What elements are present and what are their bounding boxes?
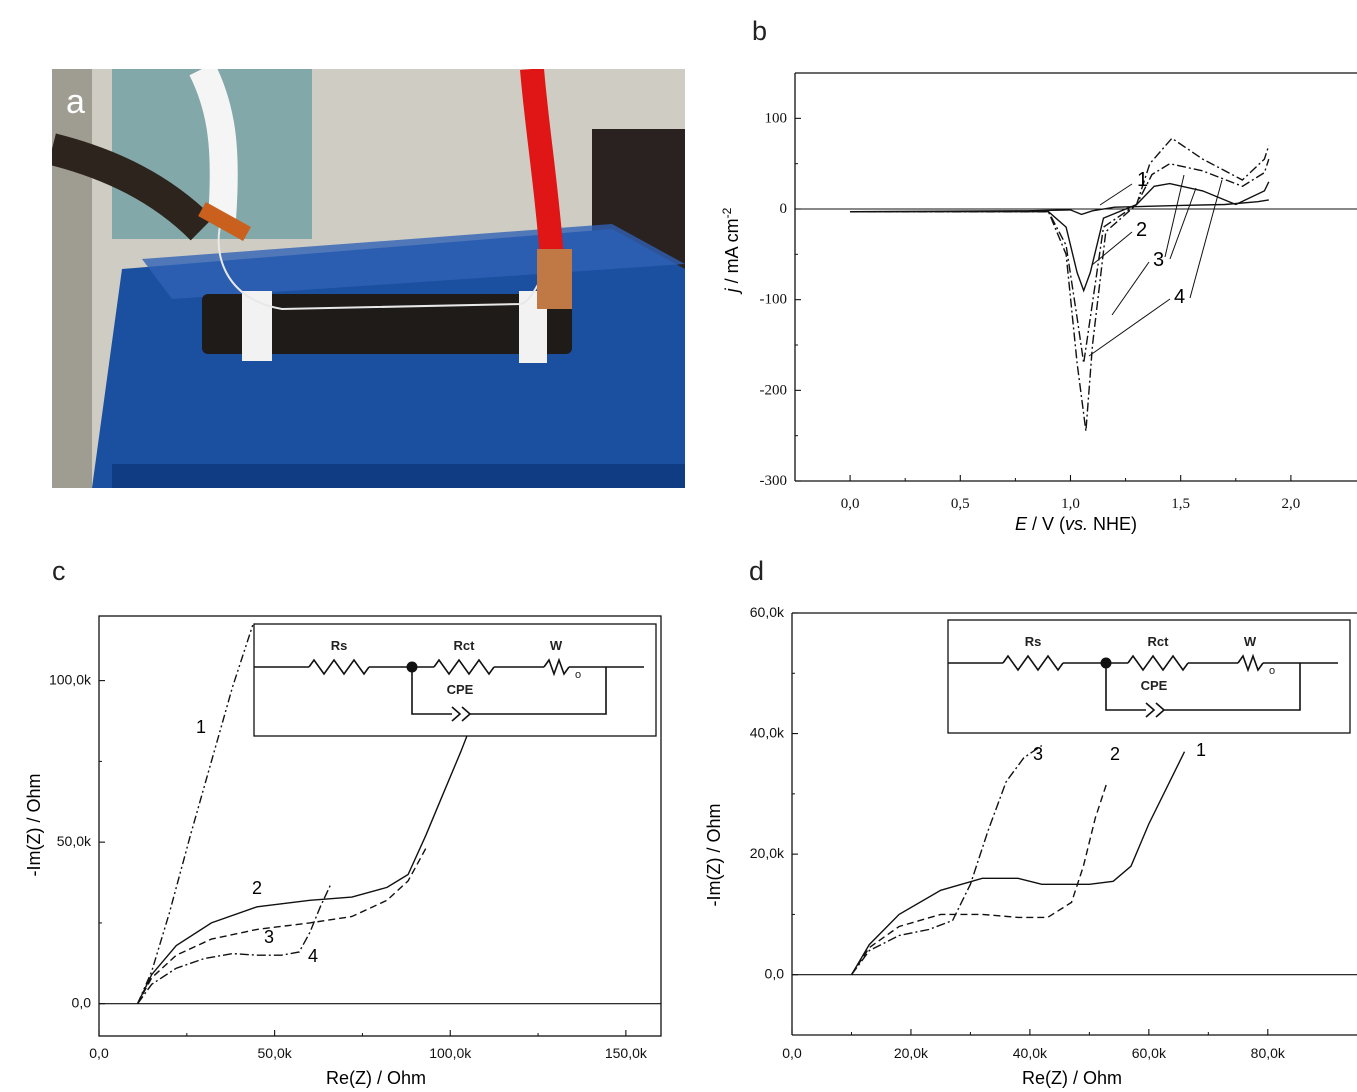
x-axis-label: Re(Z) / Ohm <box>1022 1068 1122 1088</box>
series-3-line <box>850 158 1270 364</box>
panel-letter-b: b <box>752 16 768 46</box>
inset-label-cpe: CPE <box>1141 678 1168 693</box>
wire <box>1164 663 1301 711</box>
wire <box>411 667 452 715</box>
annotation-2: 2 <box>252 878 262 898</box>
wire <box>1105 663 1146 711</box>
y-axis-label: -Im(Z) / Ohm <box>24 774 44 877</box>
series-4-line <box>850 137 1270 432</box>
y-tick-label: -200 <box>760 382 788 398</box>
chart-d: 0,0 20,0k 40,0k 60,0k 80,0k 0,0 20,0k 40,0k 60,0… <box>704 604 1357 1088</box>
series-2-line <box>850 781 1108 976</box>
series-2-line <box>136 706 480 1005</box>
plot-frame <box>98 615 662 1037</box>
series-3-line <box>850 745 1043 976</box>
inset-label-rct: Rct <box>454 638 476 653</box>
annotation-2: 2 <box>1136 219 1147 241</box>
y-axis-label: j / mA cm-2 <box>720 207 742 295</box>
inset-label-w-subscript: o <box>575 669 581 681</box>
x-tick-label: 80,0k <box>1251 1045 1286 1061</box>
annotation-3: 3 <box>264 927 274 947</box>
series-1-line <box>850 199 1269 216</box>
series-4-line <box>137 883 332 1005</box>
photo-electrode-setup: a <box>52 69 685 488</box>
x-tick-label: 0,0 <box>782 1045 802 1061</box>
resistor-rs-symbol <box>308 658 370 676</box>
y-tick-label: 40,0k <box>750 725 785 741</box>
chart-c: 0,0 50,0k 100,0k 150,0k0,050,0k100,0kRe(Z) … <box>24 615 662 1088</box>
x-tick-label: 60,0k <box>1132 1045 1167 1061</box>
equivalent-circuit-inset: Rs Rct W CPE o <box>253 623 657 737</box>
resistor-rct-symbol <box>1127 654 1189 672</box>
y-axis-label: -Im(Z) / Ohm <box>704 804 724 907</box>
inset-label-rs: Rs <box>331 638 348 653</box>
resistor-rs-symbol <box>1002 654 1064 672</box>
x-tick-label: 50,0k <box>258 1045 293 1061</box>
x-tick-label: 2,0 <box>1282 496 1301 512</box>
annotation-leader-extra <box>1164 174 1185 258</box>
panel-letter-c: c <box>52 556 66 586</box>
y-tick-label: 100 <box>765 110 788 126</box>
annotation-leader-extra <box>1189 179 1223 299</box>
x-axis-label: E / V (vs. NHE) <box>1015 514 1137 534</box>
inset-label-rct: Rct <box>1148 634 1170 649</box>
x-axis-label: Re(Z) / Ohm <box>326 1068 426 1088</box>
warburg-symbol <box>1237 653 1264 673</box>
panel-letter-d: d <box>749 556 765 586</box>
y-tick-label: 0,0 <box>765 966 785 982</box>
annotation-leader-extra <box>1169 187 1197 260</box>
x-tick-label: 0,5 <box>951 496 970 512</box>
warburg-symbol <box>543 657 570 677</box>
y-tick-label: 50,0k <box>57 833 92 849</box>
annotation-leader-3 <box>1111 261 1150 316</box>
y-tick-label: 60,0k <box>750 604 785 620</box>
series-3-line <box>136 848 427 1005</box>
x-tick-label: 1,5 <box>1171 496 1190 512</box>
y-tick-label: -100 <box>760 292 788 308</box>
inset-label-w-subscript: o <box>1269 665 1275 677</box>
x-tick-label: 40,0k <box>1013 1045 1048 1061</box>
annotation-1: 1 <box>1196 740 1206 760</box>
series-2-line <box>850 181 1270 293</box>
y-tick-label: -300 <box>760 473 788 489</box>
annotation-4: 4 <box>308 946 318 966</box>
x-tick-label: 20,0k <box>894 1045 929 1061</box>
inset-label-w: W <box>1244 634 1257 649</box>
y-tick-label: 0 <box>780 201 788 217</box>
y-tick-label: 100,0k <box>49 672 92 688</box>
y-tick-label: 20,0k <box>750 845 785 861</box>
series-1-line <box>136 622 255 1004</box>
annotation-leader-2 <box>1091 231 1133 266</box>
chart-b: 0,0 0,5 1,0 1,5 2,0 -300 -200 -100 0 100 E / V (vs… <box>720 72 1357 534</box>
x-tick-label: 1,0 <box>1061 496 1080 512</box>
x-tick-label: 100,0k <box>429 1045 472 1061</box>
annotation-leader-1 <box>1099 183 1133 206</box>
series-1-line <box>850 751 1186 976</box>
resistor-rct-symbol <box>433 658 495 676</box>
inset-label-w: W <box>550 638 563 653</box>
equivalent-circuit-inset: Rs Rct W CPE o <box>947 619 1351 734</box>
y-tick-label: 0,0 <box>72 995 92 1011</box>
photo-illustration <box>52 69 685 488</box>
x-tick-label: 0,0 <box>89 1045 109 1061</box>
annotation-1: 1 <box>196 717 206 737</box>
annotation-4: 4 <box>1174 286 1185 308</box>
annotation-3: 3 <box>1153 249 1164 271</box>
annotation-3: 3 <box>1033 744 1043 764</box>
annotation-leader-4 <box>1088 298 1171 357</box>
wire <box>470 667 607 715</box>
inset-label-cpe: CPE <box>447 682 474 697</box>
annotation-2: 2 <box>1110 744 1120 764</box>
x-tick-label: 150,0k <box>605 1045 648 1061</box>
panel-letter-a: a <box>66 83 85 121</box>
annotation-1: 1 <box>1137 169 1148 191</box>
inset-label-rs: Rs <box>1025 634 1042 649</box>
x-tick-label: 0,0 <box>841 496 860 512</box>
